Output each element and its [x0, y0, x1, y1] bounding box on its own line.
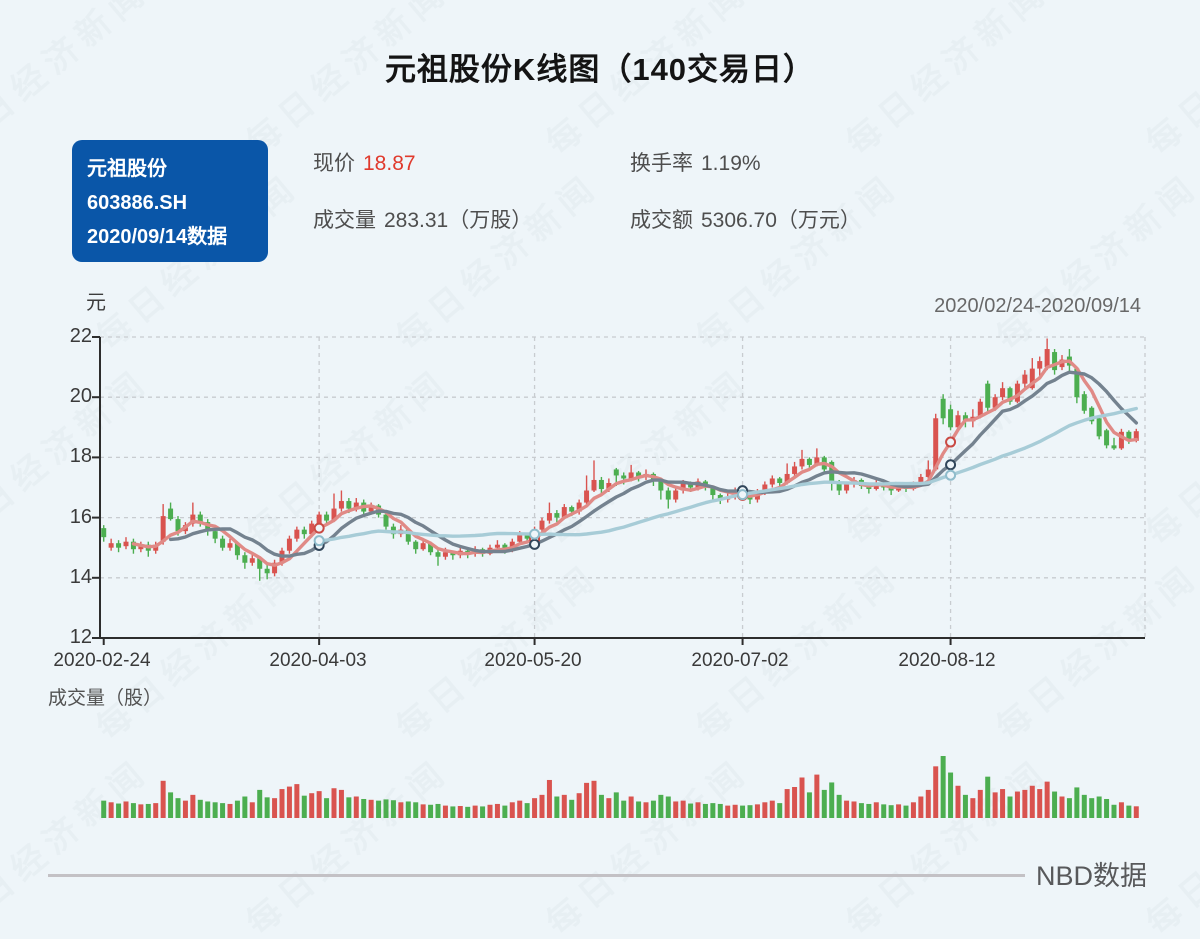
stat-current-price-value: 18.87 [363, 152, 416, 175]
y-tick-16: 16 [69, 506, 92, 528]
y-tick-20: 20 [69, 385, 92, 407]
y-tick-12: 12 [69, 626, 92, 648]
stat-current-price: 现价 18.87 [313, 147, 416, 177]
y-tick-22: 22 [69, 325, 92, 347]
stock-info-card: 元祖股份 603886.SH 2020/09/14数据 [72, 140, 268, 262]
stat-amount-label: 成交额 [630, 209, 693, 232]
stat-volume-value: 283.31（万股） [384, 209, 533, 232]
volume-pane-title: 成交量（股） [48, 688, 163, 709]
stat-amount: 成交额 5306.70（万元） [630, 204, 861, 234]
stat-turnover-rate-value: 1.19% [701, 152, 761, 175]
x-tick-4: 2020-08-12 [898, 650, 996, 671]
x-tick-1: 2020-04-03 [269, 650, 367, 671]
stock-name: 元祖股份 [87, 158, 167, 180]
stat-current-price-label: 现价 [313, 152, 355, 175]
stat-volume-label: 成交量 [313, 209, 376, 232]
footer-divider [48, 874, 1025, 877]
stat-amount-value: 5306.70（万元） [701, 209, 861, 232]
y-axis-unit-label: 元 [86, 292, 106, 314]
x-tick-2: 2020-05-20 [484, 650, 582, 671]
stat-volume: 成交量 283.31（万股） [313, 204, 532, 234]
stat-turnover-rate-label: 换手率 [630, 152, 693, 175]
x-tick-3: 2020-07-02 [691, 650, 789, 671]
y-tick-18: 18 [69, 445, 92, 467]
stock-code: 603886.SH [87, 192, 188, 214]
stock-data-date: 2020/09/14数据 [87, 226, 228, 248]
x-tick-0: 2020-02-24 [53, 650, 151, 671]
chart-date-range: 2020/02/24-2020/09/14 [934, 295, 1141, 317]
y-tick-14: 14 [69, 566, 92, 588]
page-title: 元祖股份K线图（140交易日） [384, 52, 816, 87]
stat-turnover-rate: 换手率 1.19% [630, 147, 761, 177]
footer-source: NBD数据 [1036, 861, 1148, 891]
